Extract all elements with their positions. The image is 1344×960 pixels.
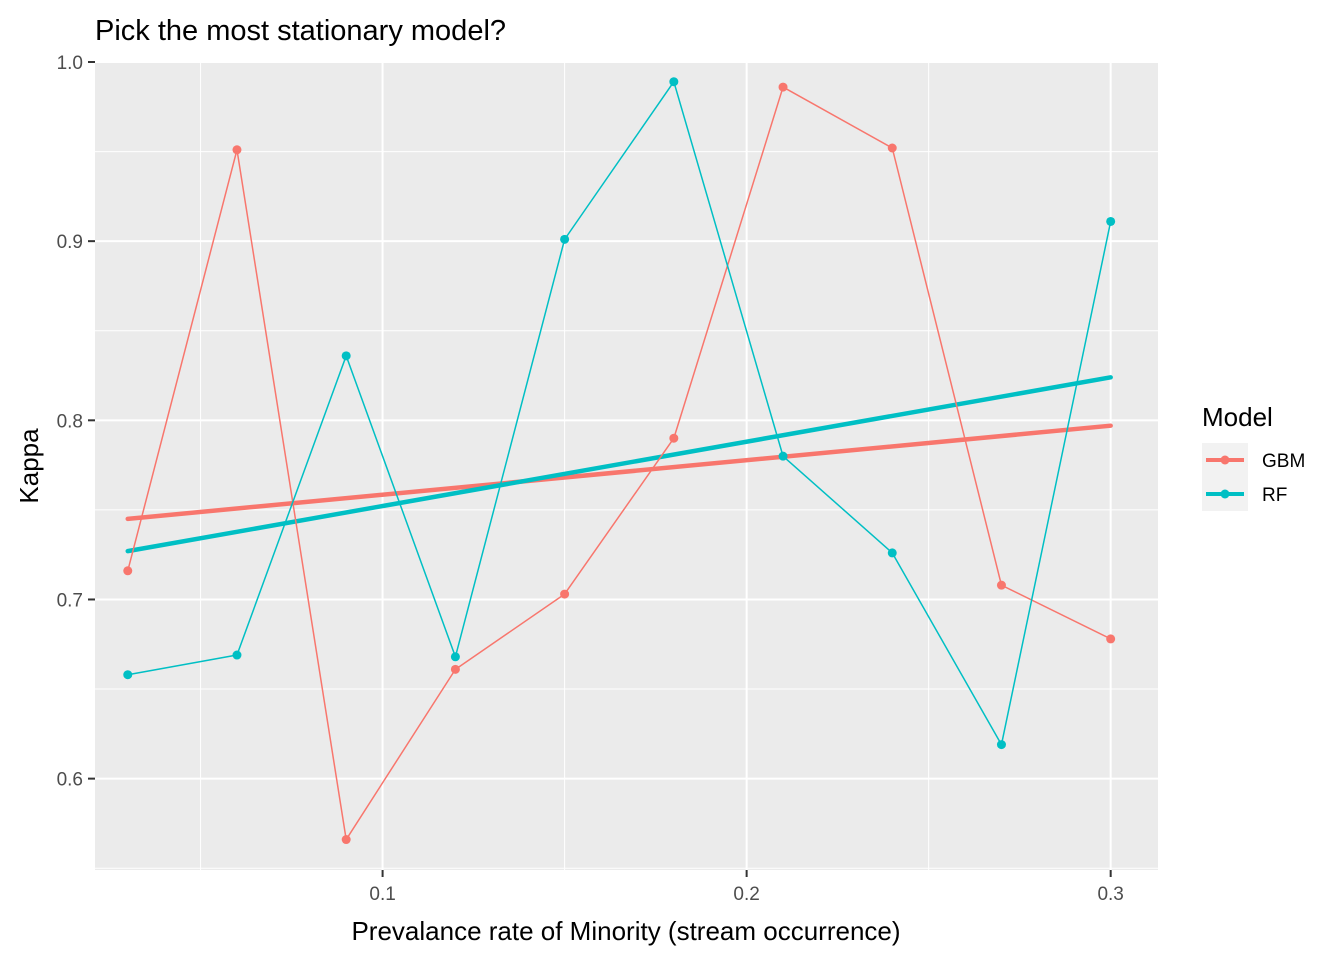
grid-minor bbox=[95, 62, 1158, 870]
data-point-rf bbox=[341, 351, 351, 361]
data-point-gbm bbox=[1106, 634, 1116, 644]
data-point-gbm bbox=[887, 143, 897, 153]
data-point-gbm bbox=[669, 433, 679, 443]
grid-major bbox=[95, 61, 1158, 870]
x-tick-label: 0.3 bbox=[1097, 884, 1123, 905]
series-line-gbm bbox=[127, 86, 1112, 841]
data-point-rf bbox=[669, 77, 679, 87]
legend-key-point-gbm bbox=[1220, 455, 1230, 465]
data-point-gbm bbox=[450, 664, 460, 674]
data-point-rf bbox=[778, 451, 788, 461]
y-tick-label: 0.7 bbox=[57, 590, 83, 611]
data-point-rf bbox=[450, 652, 460, 662]
series-line-rf bbox=[127, 80, 1112, 746]
legend: Model GBM RF bbox=[1202, 402, 1305, 511]
data-point-gbm bbox=[778, 82, 788, 92]
y-tick-label: 1.0 bbox=[57, 53, 83, 74]
data-point-rf bbox=[996, 740, 1006, 750]
data-point-rf bbox=[1106, 216, 1116, 226]
data-point-gbm bbox=[232, 145, 242, 155]
data-point-rf bbox=[123, 670, 133, 680]
y-tick-label: 0.6 bbox=[57, 770, 83, 791]
legend-label-gbm: GBM bbox=[1262, 451, 1305, 472]
y-axis-title: Kappa bbox=[14, 428, 44, 504]
y-tick-label: 0.9 bbox=[57, 232, 83, 253]
y-axis: 0.6 0.7 0.8 0.9 1.0 bbox=[57, 53, 95, 791]
data-point-rf bbox=[887, 548, 897, 558]
x-axis-title: Prevalance rate of Minority (stream occu… bbox=[351, 916, 900, 946]
plot-panel bbox=[95, 62, 1158, 870]
data-point-gbm bbox=[123, 566, 133, 576]
series-lines bbox=[127, 80, 1112, 841]
data-point-gbm bbox=[560, 589, 570, 599]
chart-title: Pick the most stationary model? bbox=[95, 15, 506, 47]
legend-label-rf: RF bbox=[1262, 485, 1287, 506]
legend-key-point-rf bbox=[1220, 489, 1230, 499]
data-point-gbm bbox=[341, 835, 351, 845]
legend-title: Model bbox=[1202, 402, 1273, 432]
y-tick-label: 0.8 bbox=[57, 411, 83, 432]
data-point-gbm bbox=[996, 580, 1006, 590]
trend-line-rf bbox=[125, 375, 1113, 554]
data-point-rf bbox=[232, 650, 242, 660]
x-tick-label: 0.2 bbox=[733, 884, 759, 905]
series-points bbox=[123, 77, 1116, 845]
x-axis: 0.1 0.2 0.3 bbox=[369, 870, 1124, 905]
data-point-rf bbox=[560, 234, 570, 244]
x-tick-label: 0.1 bbox=[369, 884, 395, 905]
